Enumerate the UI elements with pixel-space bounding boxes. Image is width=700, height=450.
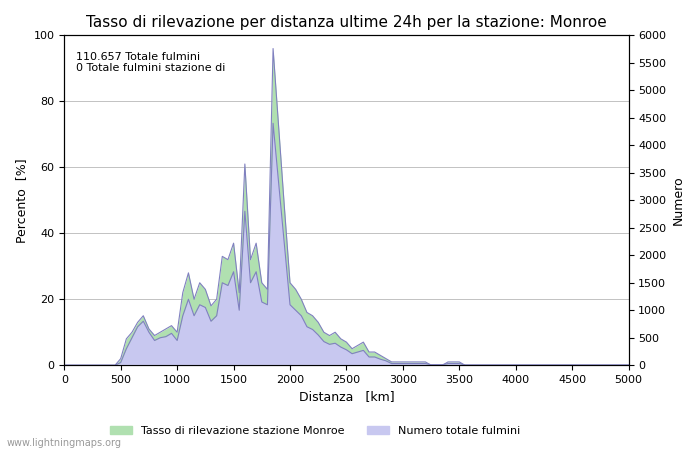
Y-axis label: Numero: Numero bbox=[672, 176, 685, 225]
Title: Tasso di rilevazione per distanza ultime 24h per la stazione: Monroe: Tasso di rilevazione per distanza ultime… bbox=[86, 15, 607, 30]
Text: 110.657 Totale fulmini
0 Totale fulmini stazione di: 110.657 Totale fulmini 0 Totale fulmini … bbox=[76, 52, 225, 73]
Text: www.lightningmaps.org: www.lightningmaps.org bbox=[7, 437, 122, 447]
Y-axis label: Percento  [%]: Percento [%] bbox=[15, 158, 28, 243]
X-axis label: Distanza   [km]: Distanza [km] bbox=[299, 391, 394, 404]
Legend: Tasso di rilevazione stazione Monroe, Numero totale fulmini: Tasso di rilevazione stazione Monroe, Nu… bbox=[106, 421, 524, 440]
